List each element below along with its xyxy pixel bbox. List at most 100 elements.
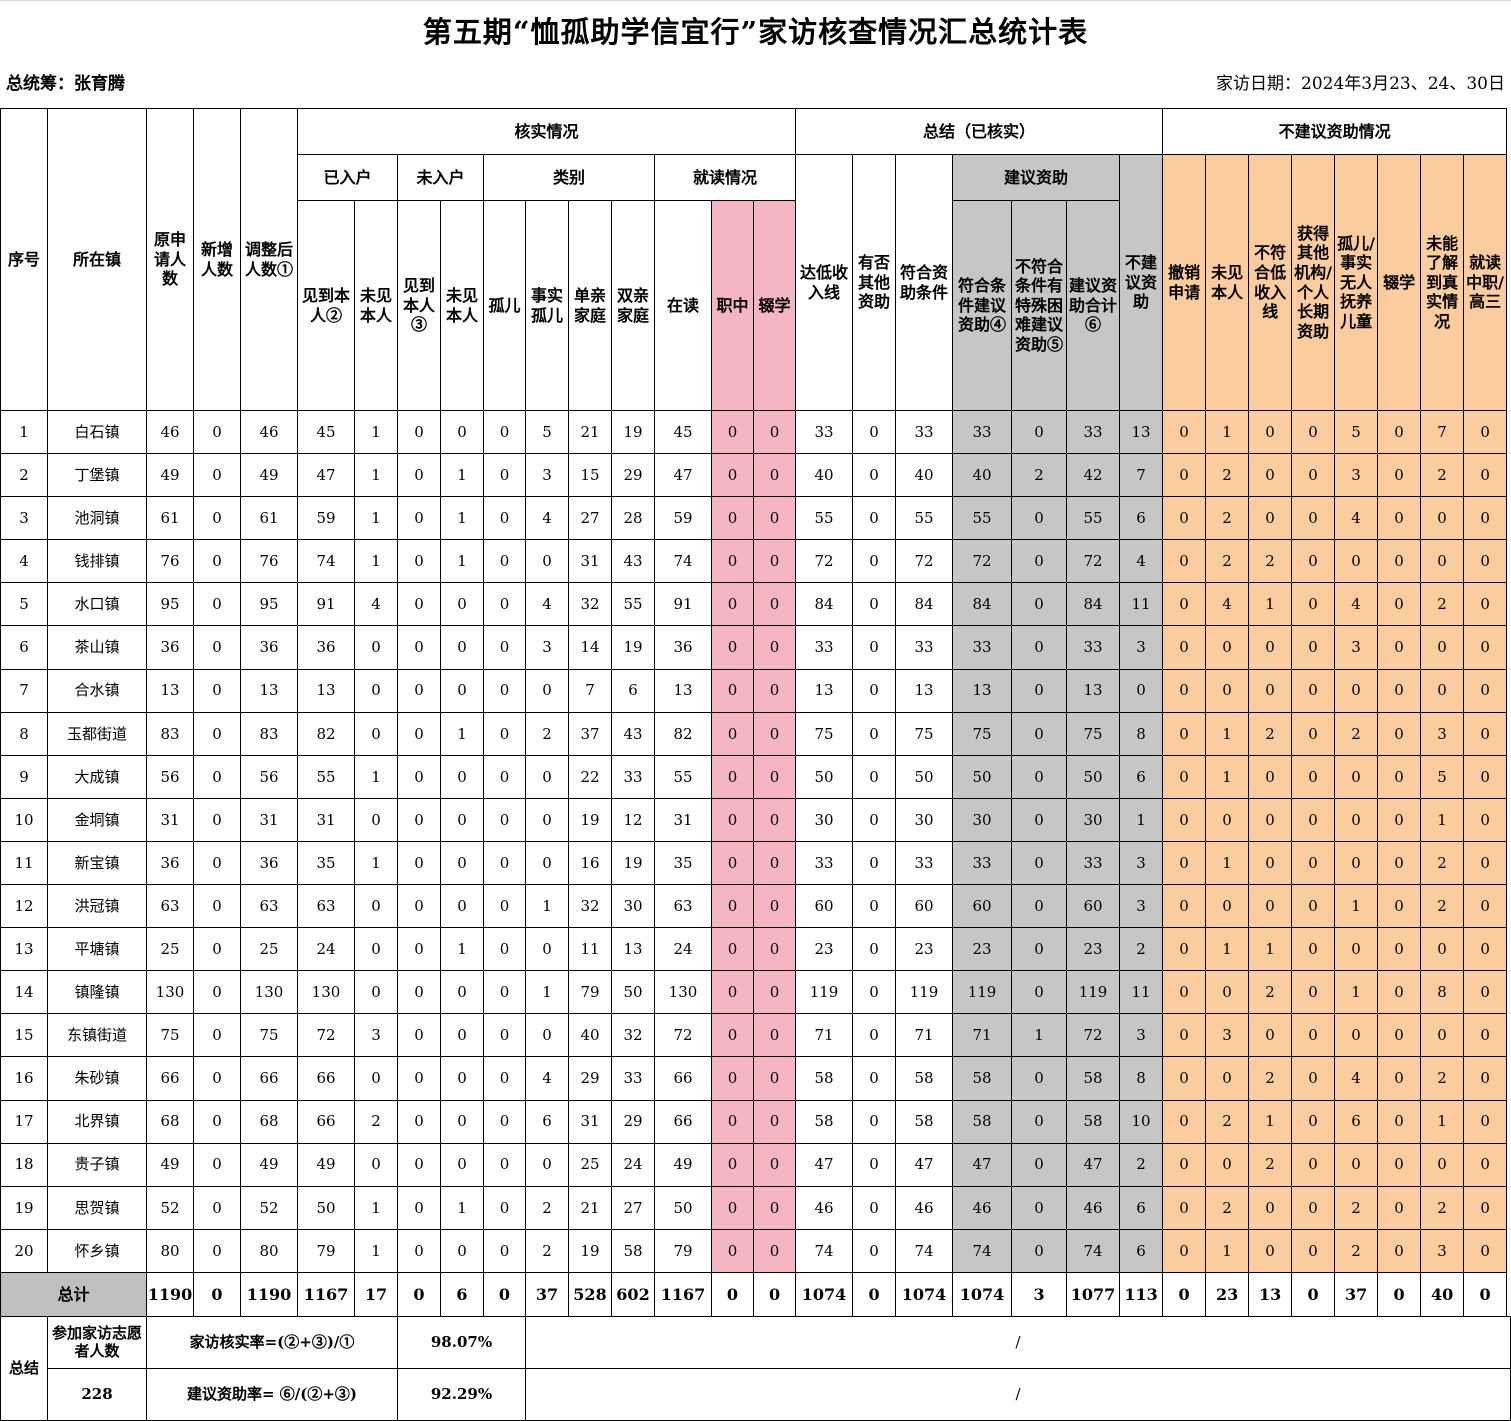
row-value-cell: 13: [895, 668, 954, 713]
total-value-cell: 1190: [146, 1271, 194, 1317]
row-value-cell: 0: [193, 668, 241, 713]
row-value-cell: 1: [1205, 409, 1250, 455]
row-value-cell: 0: [1463, 970, 1508, 1015]
table-row: 8 玉都街道 83 0 83 82 0 0 1 0 2 37 43 82 0 0 75 0 75 75 0 75 8 0 1 2 0…: [0, 711, 1511, 756]
row-value-cell: 47: [297, 453, 355, 498]
row-value-cell: 55: [795, 496, 854, 541]
row-value-cell: 0: [1011, 1142, 1068, 1187]
row-value-cell: 19: [611, 840, 655, 886]
row-value-cell: 0: [397, 582, 441, 627]
row-value-cell: 8: [1119, 711, 1164, 756]
header-sub-6: 单亲家庭: [568, 200, 612, 411]
header-sub-2: 见到本人③: [397, 200, 441, 411]
row-value-cell: 3: [1119, 1013, 1164, 1058]
row-value-cell: 0: [1463, 1185, 1508, 1230]
header-sub-17: 不建议资助: [1119, 154, 1164, 411]
row-value-cell: 0: [1162, 582, 1207, 627]
row-value-cell: 36: [240, 840, 298, 886]
row-value-cell: 5: [1334, 409, 1379, 455]
row-value-cell: 72: [654, 1013, 712, 1058]
row-value-cell: 0: [440, 1013, 484, 1058]
row-value-cell: 3: [1119, 840, 1164, 886]
row-value-cell: 1: [1205, 711, 1250, 756]
row-value-cell: 0: [1377, 625, 1422, 670]
row-value-cell: 2: [1205, 453, 1250, 498]
row-value-cell: 0: [440, 970, 484, 1015]
row-value-cell: 75: [146, 1013, 194, 1058]
row-value-cell: 74: [952, 1228, 1013, 1273]
row-value-cell: 0: [1334, 797, 1379, 842]
row-value-cell: 0: [1205, 668, 1250, 713]
row-value-cell: 0: [752, 496, 797, 541]
row-value-cell: 0: [1420, 1013, 1465, 1058]
table-row: 3 池洞镇 61 0 61 59 1 0 1 0 4 27 28 59 0 0 55 0 55 55 0 55 6 0 2 0 0 4…: [0, 496, 1511, 541]
row-value-cell: 8: [1420, 970, 1465, 1015]
row-value-cell: 74: [654, 539, 712, 584]
row-value-cell: 91: [654, 582, 712, 627]
total-value-cell: 1074: [952, 1271, 1013, 1317]
row-value-cell: 1: [354, 1185, 398, 1230]
row-value-cell: 0: [397, 1099, 441, 1144]
row-value-cell: 0: [1011, 582, 1068, 627]
row-value-cell: 0: [711, 927, 754, 972]
row-value-cell: 0: [1162, 1185, 1207, 1230]
row-value-cell: 0: [711, 1099, 754, 1144]
row-value-cell: 47: [952, 1142, 1013, 1187]
table-row: 10 金垌镇 31 0 31 31 0 0 0 0 0 19 12 31 0 0 30 0 30 30 0 30 1 0 0 0 0…: [0, 797, 1511, 842]
row-value-cell: 72: [1066, 1013, 1121, 1058]
row-town-cell: 合水镇: [47, 668, 147, 713]
row-value-cell: 75: [952, 711, 1013, 756]
row-value-cell: 0: [1291, 1013, 1336, 1058]
row-value-cell: 0: [1011, 927, 1068, 972]
row-value-cell: 19: [611, 409, 655, 455]
row-value-cell: 2: [1334, 711, 1379, 756]
row-value-cell: 0: [711, 1185, 754, 1230]
row-value-cell: 0: [752, 1099, 797, 1144]
row-value-cell: 55: [952, 496, 1013, 541]
row-value-cell: 74: [1066, 1228, 1121, 1273]
row-value-cell: 0: [1377, 668, 1422, 713]
row-value-cell: 0: [1248, 1228, 1293, 1273]
row-value-cell: 25: [146, 927, 194, 972]
row-value-cell: 4: [1119, 539, 1164, 584]
row-value-cell: 13: [952, 668, 1013, 713]
row-value-cell: 0: [1291, 1142, 1336, 1187]
row-seq-cell: 8: [0, 711, 48, 756]
row-value-cell: 79: [568, 970, 612, 1015]
row-value-cell: 0: [1291, 797, 1336, 842]
row-value-cell: 1: [1205, 927, 1250, 972]
row-value-cell: 23: [952, 927, 1013, 972]
row-value-cell: 72: [895, 539, 954, 584]
row-value-cell: 0: [525, 840, 569, 886]
row-value-cell: 6: [1119, 1185, 1164, 1230]
row-value-cell: 0: [711, 1142, 754, 1187]
row-town-cell: 怀乡镇: [47, 1228, 147, 1273]
row-value-cell: 0: [440, 668, 484, 713]
row-value-cell: 0: [1011, 539, 1068, 584]
header-adjusted: 调整后人数①: [240, 108, 298, 411]
row-value-cell: 19: [611, 625, 655, 670]
row-value-cell: 11: [1119, 582, 1164, 627]
row-value-cell: 0: [1162, 970, 1207, 1015]
row-value-cell: 0: [1162, 409, 1207, 455]
row-value-cell: 36: [654, 625, 712, 670]
total-value-cell: 1190: [240, 1271, 298, 1317]
fund-rate-remark: /: [525, 1367, 1511, 1421]
row-value-cell: 0: [852, 711, 897, 756]
row-value-cell: 66: [297, 1056, 355, 1101]
row-value-cell: 0: [852, 1185, 897, 1230]
row-value-cell: 24: [611, 1142, 655, 1187]
table-row: 20 怀乡镇 80 0 80 79 1 0 0 0 2 19 58 79 0 0 74 0 74 74 0 74 6 0 1 0 0…: [0, 1228, 1511, 1273]
row-value-cell: 40: [795, 453, 854, 498]
row-value-cell: 52: [146, 1185, 194, 1230]
header-sub-18: 撤销申请: [1162, 154, 1207, 411]
table-row: 16 朱砂镇 66 0 66 66 0 0 0 0 4 29 33 66 0 0 58 0 58 58 0 58 8 0 0 2 0…: [0, 1056, 1511, 1101]
row-value-cell: 0: [1377, 453, 1422, 498]
row-value-cell: 0: [1248, 884, 1293, 929]
row-value-cell: 24: [654, 927, 712, 972]
volunteers-value: 228: [47, 1367, 147, 1421]
row-value-cell: 0: [1377, 884, 1422, 929]
row-value-cell: 2: [1420, 840, 1465, 886]
row-value-cell: 0: [1011, 668, 1068, 713]
